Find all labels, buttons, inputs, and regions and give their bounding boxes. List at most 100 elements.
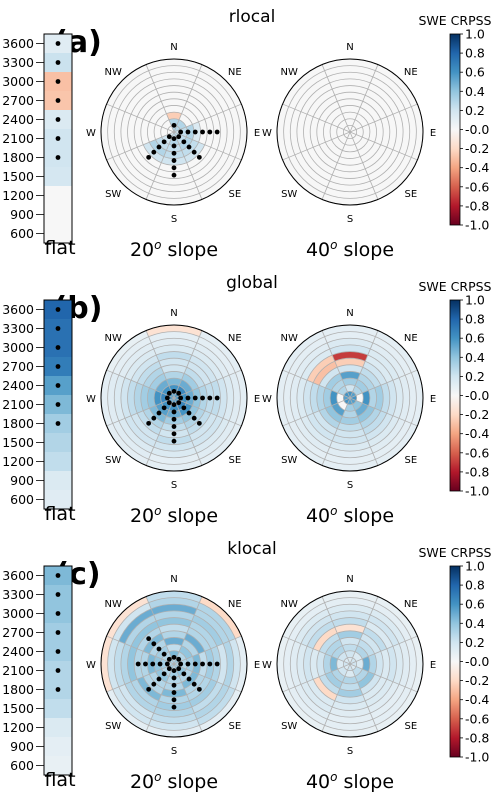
colorbar-tick-label: 0.4	[465, 616, 485, 631]
flat-cell	[44, 699, 72, 719]
direction-label-sw: SW	[281, 721, 297, 732]
polar-cell	[355, 379, 369, 393]
significance-dot	[207, 661, 213, 667]
colorbar-tick-label: -1.0	[465, 750, 489, 765]
flat-cell	[44, 471, 72, 491]
polar-cell	[322, 325, 378, 337]
polar-cell	[300, 681, 333, 714]
direction-label-e: E	[430, 660, 436, 671]
polar-cell	[324, 331, 376, 343]
direction-label-se: SE	[404, 721, 417, 732]
polar-cell	[350, 395, 357, 401]
polar-cell	[327, 604, 373, 615]
polar-cell	[327, 713, 373, 724]
grid-ring	[316, 364, 384, 432]
grid-ring	[309, 623, 391, 705]
polar-cell	[161, 364, 187, 374]
significance-dot	[171, 438, 177, 444]
polar-cell	[106, 330, 149, 373]
polar-frame	[276, 324, 424, 472]
grid-spoke	[282, 663, 351, 693]
grid-ring	[336, 650, 364, 678]
panel-title: rlocal	[229, 7, 276, 27]
grid-spoke	[173, 635, 242, 665]
polar-cell	[160, 658, 168, 670]
polar-cell	[319, 367, 340, 388]
polar-cell	[323, 653, 332, 675]
grid-spoke	[173, 397, 242, 427]
polar-cell	[325, 639, 343, 657]
polar-cell	[362, 656, 370, 672]
polar-cell	[179, 137, 193, 151]
polar-cell	[405, 372, 417, 424]
colorbar-tick-label: -0.2	[465, 141, 489, 156]
polar-cell	[155, 403, 169, 417]
significance-dot	[214, 661, 220, 667]
colorbar-label: SWE CRPSS	[419, 13, 492, 28]
colorbar-tick-label: -0.6	[465, 179, 489, 194]
polar-frame	[100, 324, 248, 472]
grid-spoke	[321, 596, 351, 665]
significance-dot	[171, 431, 177, 437]
polar-cell	[158, 358, 190, 368]
polar-cell	[199, 330, 242, 373]
significance-dot	[55, 687, 61, 692]
direction-label-ne: NE	[228, 333, 242, 344]
colorbar-tick-label: 0.6	[465, 597, 485, 612]
polar-cell	[344, 404, 356, 412]
colorbar	[449, 33, 461, 226]
grid-ring	[133, 623, 215, 705]
significance-dot	[55, 345, 61, 350]
grid-spoke	[282, 635, 351, 665]
polar-cell	[313, 627, 338, 652]
grid-spoke	[349, 103, 418, 133]
colorbar-tick-label: 0.2	[465, 103, 485, 118]
direction-label-n: N	[170, 308, 177, 319]
direction-label-e: E	[430, 128, 436, 139]
polar-cell	[375, 596, 418, 639]
polar-cell	[131, 679, 159, 707]
polar-cell	[374, 651, 384, 677]
polar-cell	[375, 689, 418, 732]
polar-cell	[343, 395, 350, 401]
polar-40-slope: N NE E SE S SW W NW	[262, 574, 436, 757]
polar-cell	[124, 415, 157, 448]
significance-dot	[55, 98, 61, 103]
polar-cell	[131, 621, 159, 649]
significance-dot	[135, 661, 141, 667]
polar-cell	[168, 404, 180, 412]
polar-cell	[367, 348, 400, 381]
direction-label-nw: NW	[281, 599, 298, 610]
grid-ring	[309, 91, 391, 173]
direction-label-w: W	[262, 394, 272, 405]
polar-cell	[148, 597, 200, 609]
colorbar-tick-label: -0.0	[465, 388, 489, 403]
significance-dot	[171, 416, 177, 422]
polar-cell	[114, 375, 125, 421]
polar-cell	[288, 686, 328, 726]
grid-ring	[296, 610, 404, 718]
direction-label-n: N	[170, 574, 177, 585]
colorbar-tick-label: 0.6	[465, 65, 485, 80]
elevation-tick: 2100	[2, 397, 34, 412]
grid-ring	[329, 377, 371, 419]
polar-cell	[347, 664, 353, 671]
grid-spoke	[173, 369, 242, 399]
polar-cell	[313, 676, 338, 701]
polar-cell	[282, 423, 325, 466]
polar-cell	[360, 408, 381, 429]
polar-cell	[223, 641, 234, 687]
significance-dot	[171, 158, 177, 163]
polar-cell	[331, 379, 345, 393]
significance-dot	[196, 686, 202, 692]
colorbar-tick-label: -0.8	[465, 198, 489, 213]
grid-ring	[289, 71, 411, 193]
significance-dot	[192, 661, 198, 667]
polar-cell	[344, 384, 356, 392]
polar-cell	[166, 378, 182, 386]
grid-ring	[323, 371, 377, 425]
elevation-tick: 2700	[2, 93, 34, 108]
colorbar-tick-label: -0.8	[465, 464, 489, 479]
polar-cell	[325, 671, 343, 689]
polar-cell	[290, 641, 301, 687]
